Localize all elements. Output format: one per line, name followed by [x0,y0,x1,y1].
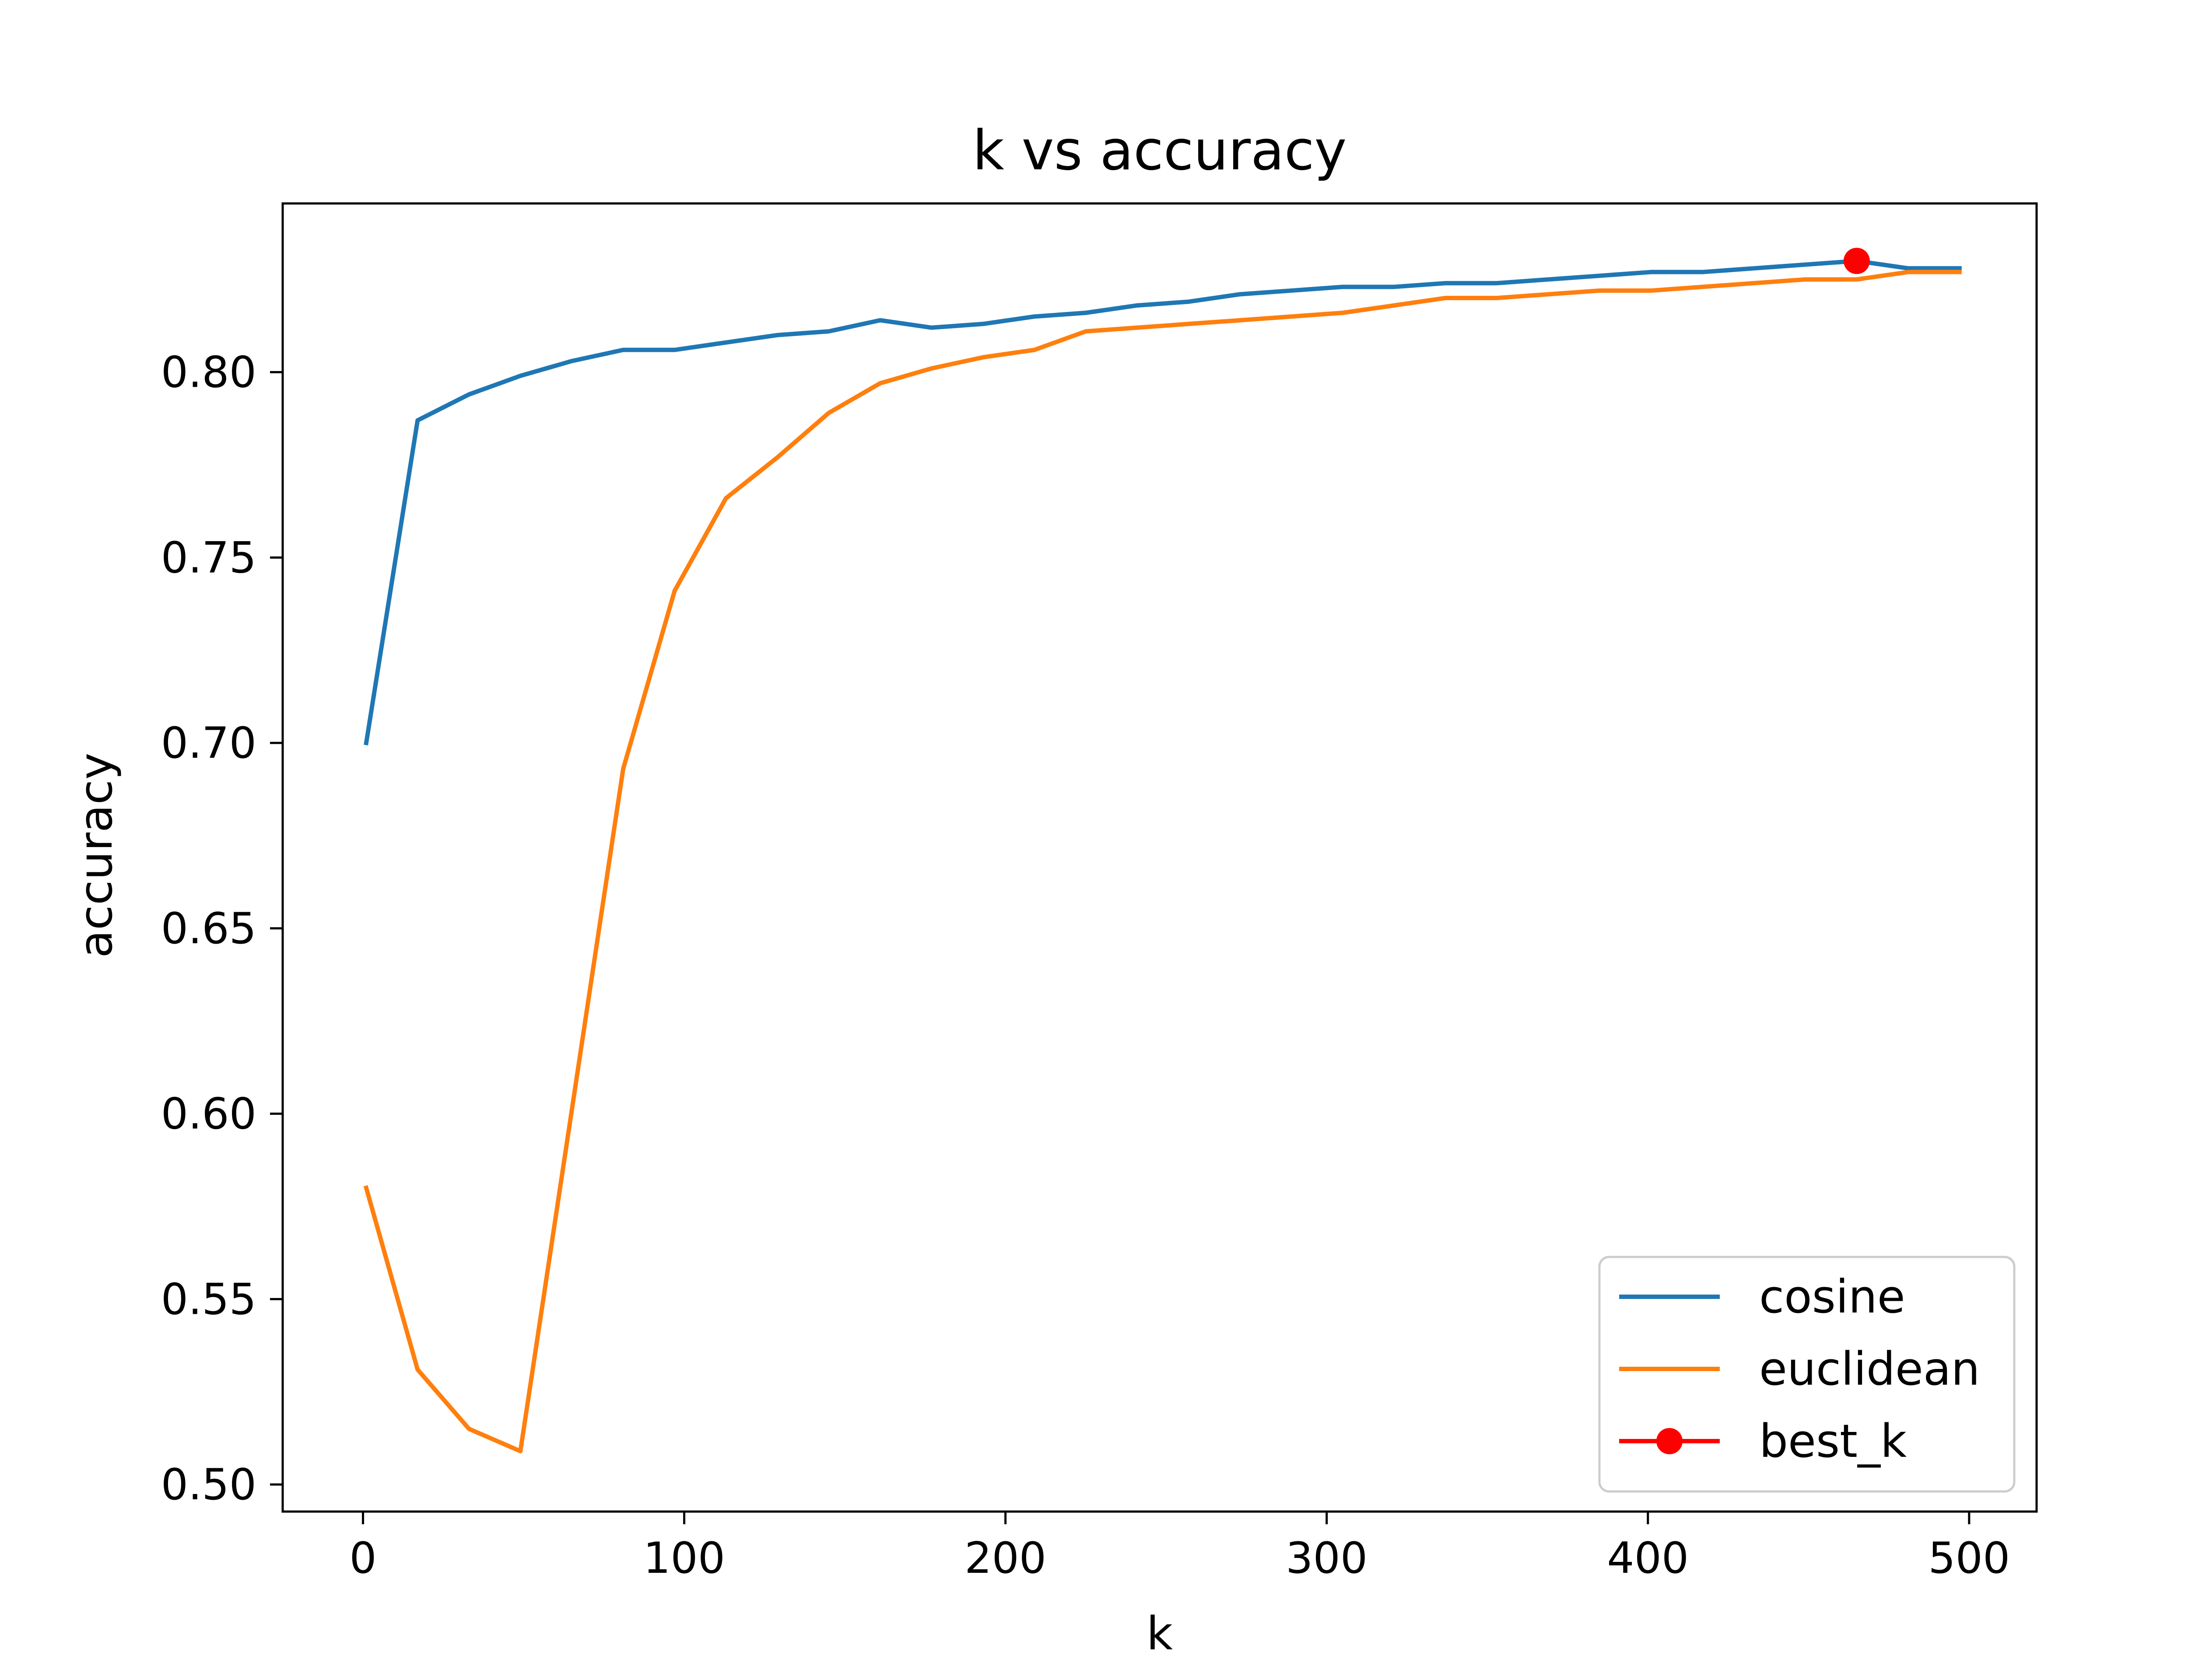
x-tick-label: 300 [1286,1533,1368,1583]
x-axis-label: k [1147,1607,1173,1660]
y-tick-label: 0.70 [161,718,256,768]
y-tick-label: 0.50 [161,1460,256,1510]
series-euclidean [363,270,1962,1453]
legend-label-cosine: cosine [1759,1270,1905,1323]
legend-marker-best_k [1656,1428,1683,1454]
chart-title: k vs accuracy [973,119,1347,182]
x-tick-label: 0 [349,1533,376,1583]
y-axis: 0.50 0.55 0.60 0.65 0.70 0.75 0.80 [161,348,283,1510]
y-tick-label: 0.80 [161,348,256,398]
y-tick-label: 0.60 [161,1089,256,1139]
legend-box [1598,1256,2016,1493]
plot-area [281,202,2038,1513]
y-tick-label: 0.65 [161,904,256,954]
x-tick-label: 200 [964,1533,1046,1583]
legend-label-best_k: best_k [1759,1414,1907,1468]
series-cosine [364,259,1962,746]
legend-label-euclidean: euclidean [1759,1342,1980,1396]
y-tick-label: 0.75 [161,533,256,583]
plot-frame [281,202,2038,1513]
series-line-euclidean [363,270,1962,1453]
series-line-cosine [364,259,1962,746]
best-k-marker [1843,248,1870,274]
x-axis: 0 100 200 300 400 500 [349,1512,2010,1583]
y-tick-label: 0.55 [161,1274,256,1324]
x-tick-label: 100 [643,1533,725,1583]
x-tick-label: 500 [1928,1533,2010,1583]
series-layer [363,248,1962,1453]
x-tick-label: 400 [1607,1533,1689,1583]
legend: cosine euclidean best_k [1598,1256,2016,1493]
y-axis-label: accuracy [69,752,123,958]
